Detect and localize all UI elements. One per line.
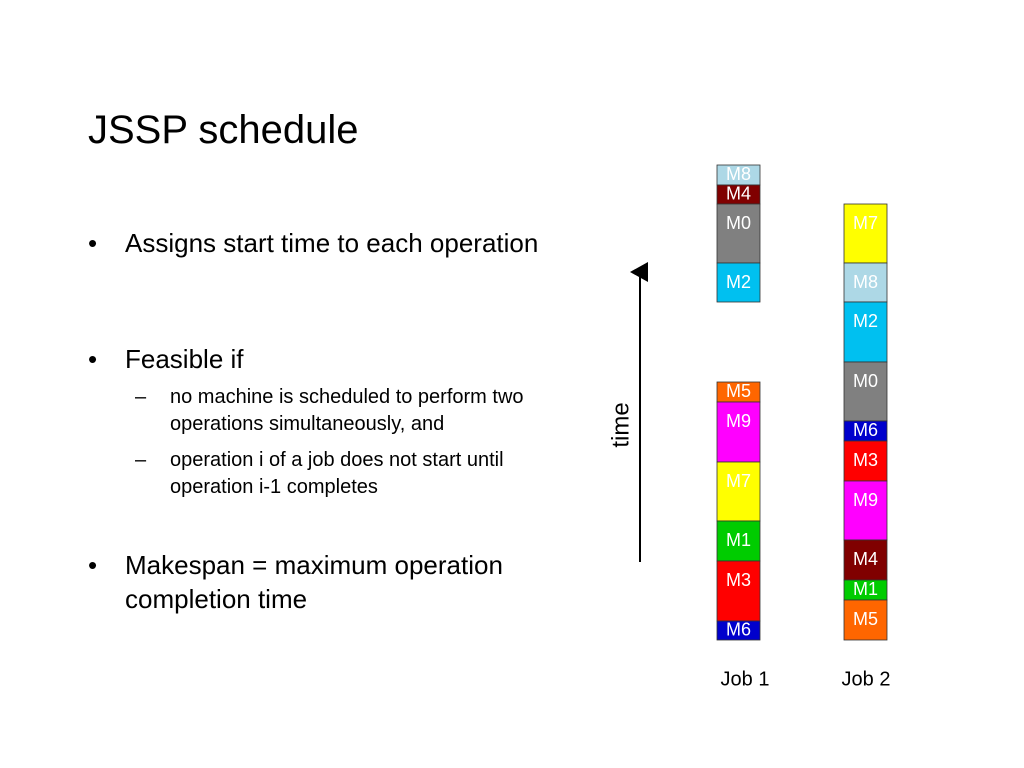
operation-label: M1 (726, 530, 751, 550)
bullet-text: Makespan = maximum operation completion … (125, 550, 503, 614)
axis-label: time (607, 402, 634, 447)
operation-label: M0 (726, 213, 751, 233)
operation-label: M5 (853, 609, 878, 629)
slide-title: JSSP schedule (88, 108, 359, 152)
operation-label: M9 (853, 490, 878, 510)
operation-label: M0 (853, 371, 878, 391)
job-label: Job 1 (721, 668, 770, 690)
operation-block (716, 262, 761, 303)
operation-block (843, 480, 888, 541)
operation-label: M2 (853, 311, 878, 331)
bullet: • Assigns start time to each operation (88, 226, 588, 260)
operation-block (716, 560, 761, 622)
operation-block (843, 203, 888, 264)
operation-label: M3 (726, 570, 751, 590)
operation-label: M7 (726, 471, 751, 491)
operation-block (716, 401, 761, 463)
operation-label: M5 (726, 381, 751, 401)
operation-label: M9 (726, 411, 751, 431)
bullet: • Feasible if (88, 342, 588, 376)
operation-label: M8 (726, 164, 751, 184)
sub-bullet: – no machine is scheduled to perform two … (135, 384, 595, 438)
bullet-text: Assigns start time to each operation (125, 228, 539, 258)
operation-label: M6 (726, 619, 751, 639)
operation-label: M8 (853, 272, 878, 292)
sub-bullet-text: operation i of a job does not start unti… (170, 449, 504, 498)
operation-block (843, 599, 888, 641)
bullet: • Makespan = maximum operation completion… (88, 548, 588, 616)
operation-block (843, 440, 888, 482)
operation-block (843, 539, 888, 581)
operation-block (716, 520, 761, 562)
bullet-text: Feasible if (125, 344, 244, 374)
operation-label: M3 (853, 450, 878, 470)
operation-label: M4 (853, 549, 878, 569)
operation-label: M4 (726, 183, 751, 203)
job-label: Job 2 (842, 668, 891, 690)
operation-label: M1 (853, 579, 878, 599)
sub-bullet-text: no machine is scheduled to perform two o… (170, 386, 524, 435)
sub-bullet: – operation i of a job does not start unt… (135, 447, 595, 501)
operation-label: M7 (853, 213, 878, 233)
operation-block (843, 361, 888, 422)
operation-block (716, 620, 761, 641)
operation-label: M6 (853, 420, 878, 440)
operation-label: M2 (726, 272, 751, 292)
operation-block (843, 262, 888, 303)
operation-block (716, 203, 761, 264)
operation-block (843, 301, 888, 363)
